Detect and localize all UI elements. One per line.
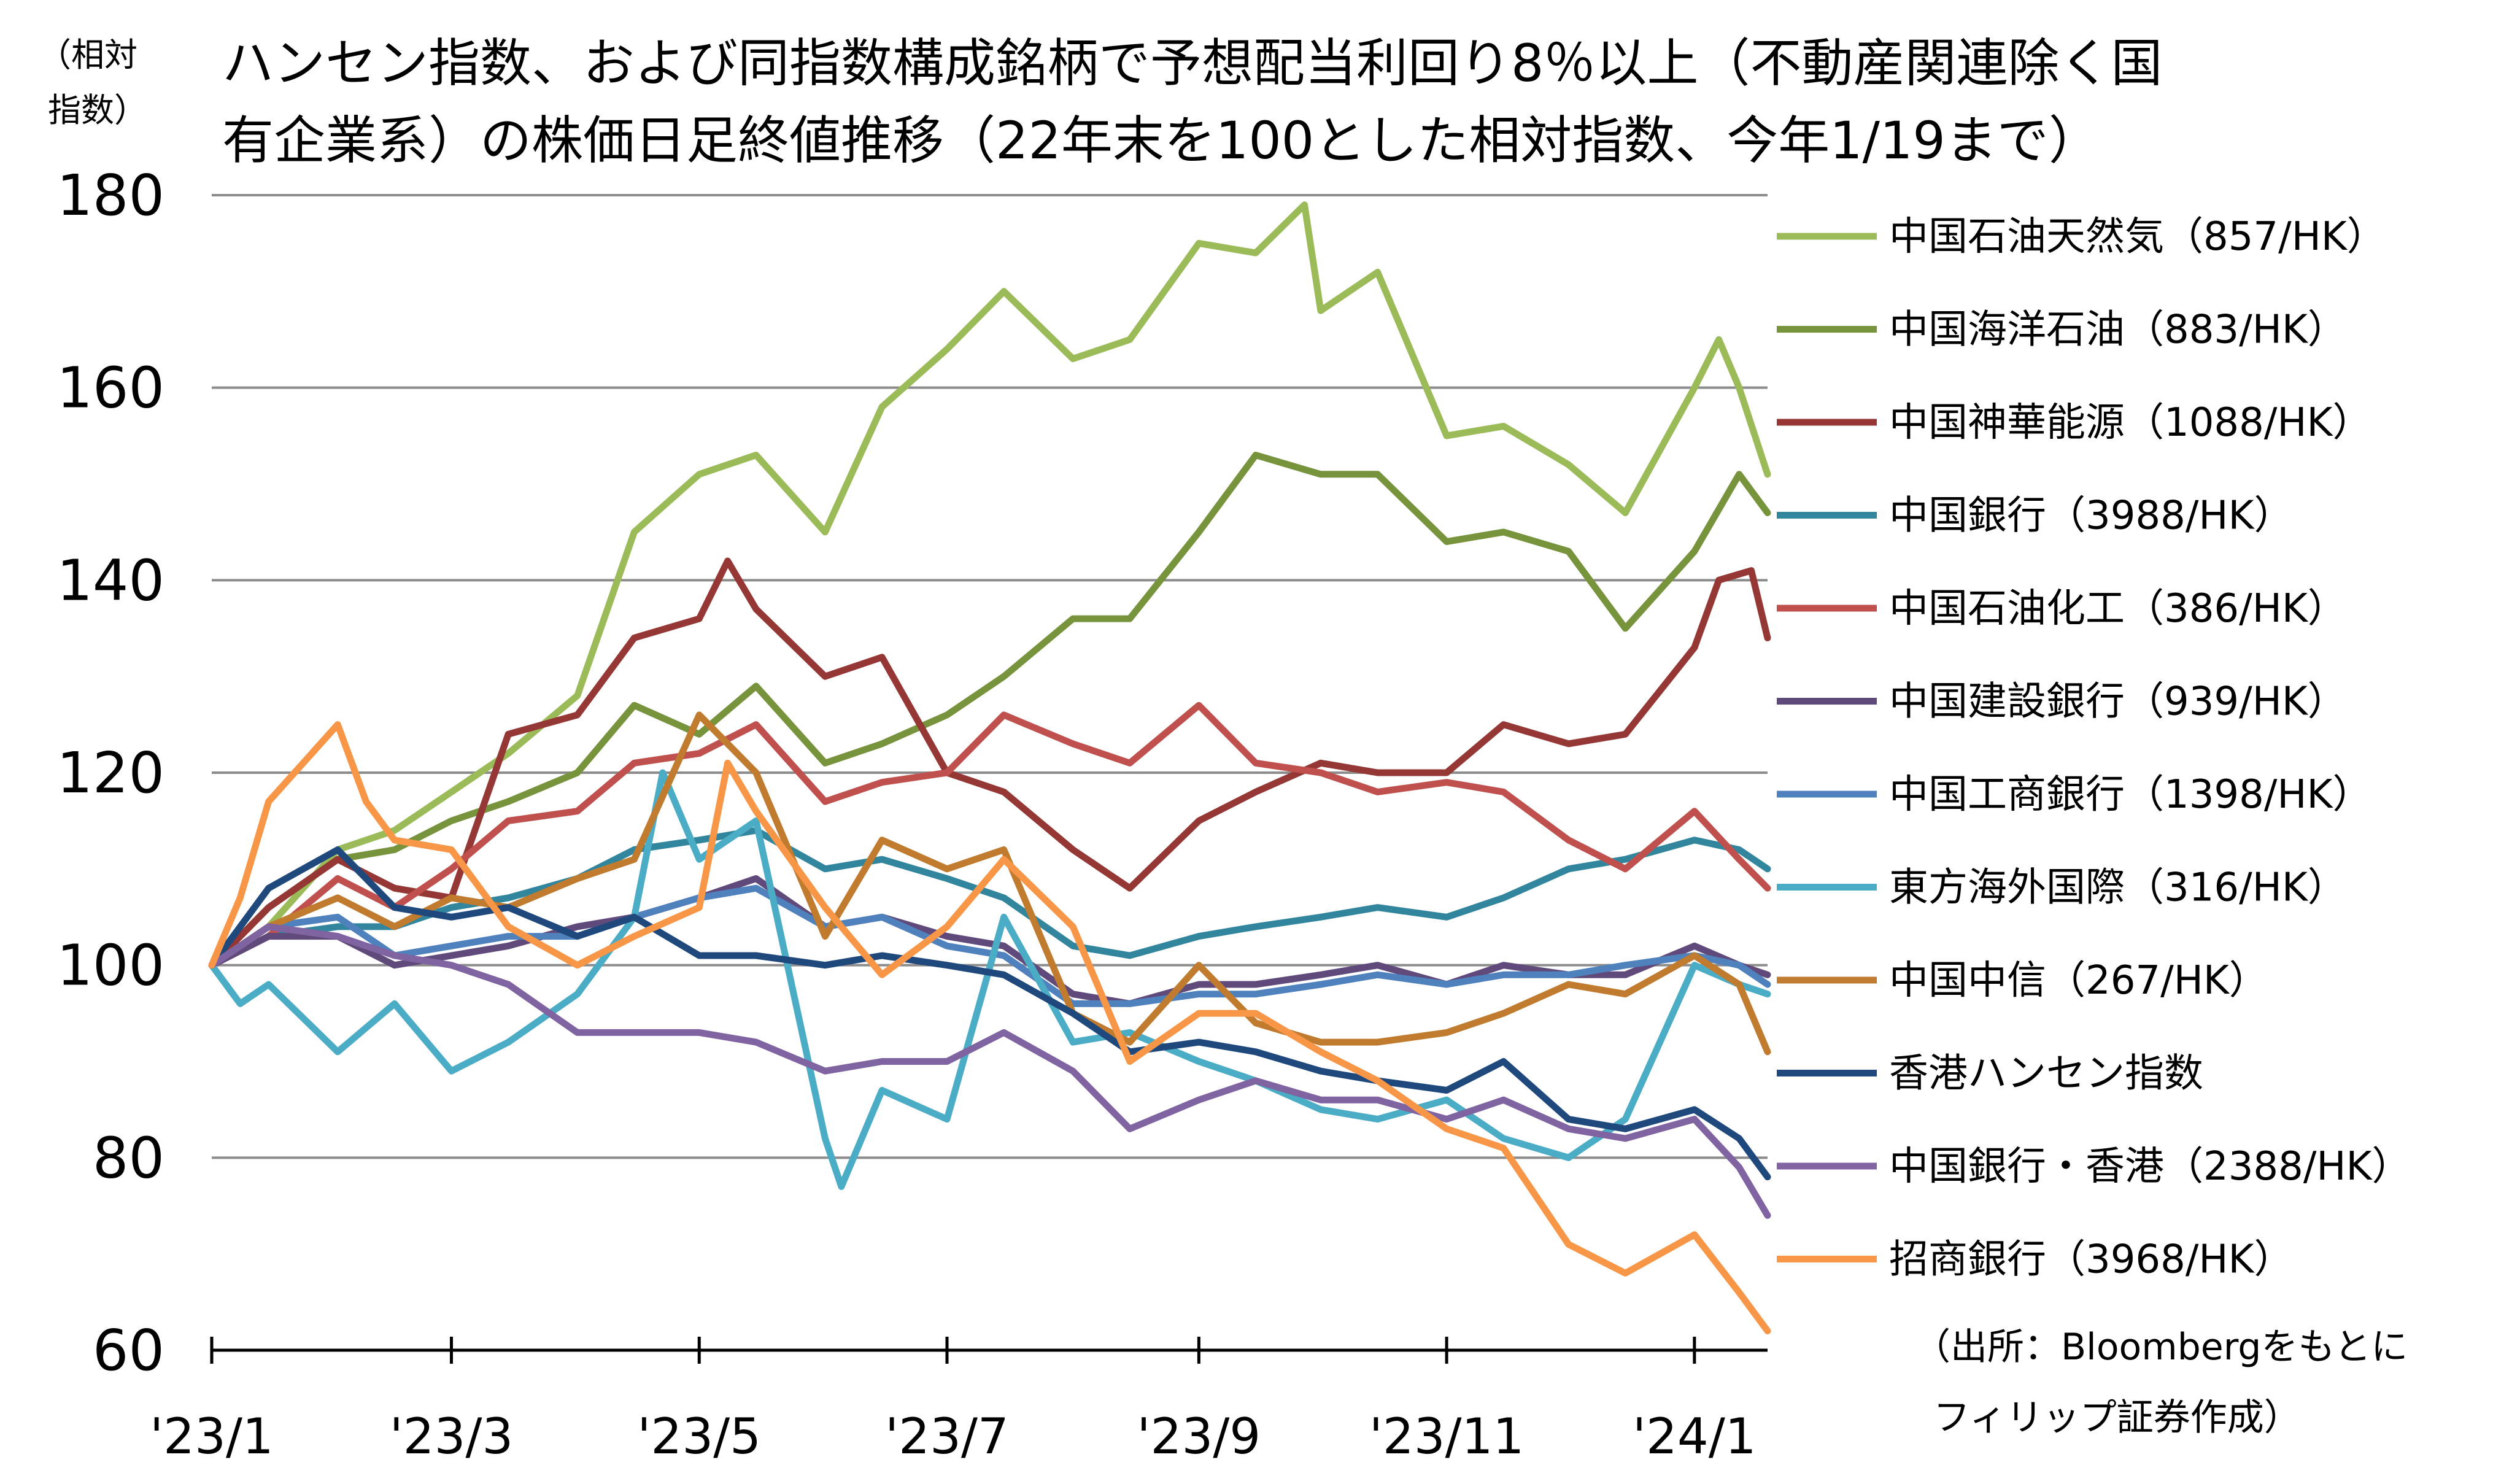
x-tick-label: '23/3 [390, 1408, 514, 1465]
legend-label: 中国工商銀行（1398/HK） [1889, 772, 2372, 817]
legend-label: 中国石油天然気（857/HK） [1889, 214, 2386, 260]
legend-label: 招商銀行（3968/HK） [1889, 1237, 2294, 1283]
chart-title-line-1: ハンセン指数、および同指数構成銘柄で予想配当利回り8％以上（不動産関連除く国 [222, 33, 2162, 93]
y-tick-label: 100 [56, 933, 164, 999]
x-tick-label: '23/11 [1369, 1408, 1525, 1465]
x-axis: '23/1 '23/3 '23/5 '23/7 '23/9 '23/11 '24/1 [150, 1337, 1768, 1465]
legend-label: 中国中信（267/HK） [1889, 958, 2268, 1003]
series-line [208, 711, 1771, 1056]
series-line [208, 923, 1771, 1219]
x-tick-label: '23/5 [637, 1408, 761, 1465]
y-axis-label: （相対 指数） [38, 36, 147, 129]
series-line [208, 884, 1771, 1007]
legend-label: 中国銀行（3988/HK） [1889, 493, 2294, 539]
source-note-line-2: フィリップ証券作成） [1933, 1396, 2301, 1439]
y-axis-ticks: 60 80 100 120 140 160 180 [56, 163, 164, 1383]
x-tick-label: '23/7 [885, 1408, 1009, 1465]
y-axis-label-line-2: 指数） [48, 91, 147, 129]
series-lines [208, 201, 1771, 1335]
y-tick-label: 160 [56, 355, 164, 421]
series-line [208, 557, 1771, 969]
y-tick-label: 140 [56, 547, 164, 613]
chart-title-line-2: 有企業系）の株価日足終値推移（22年末を100とした相対指数、今年1/19まで） [222, 110, 2100, 171]
x-tick-label: '23/1 [150, 1408, 274, 1465]
series-line [208, 201, 1771, 969]
legend: 中国石油天然気（857/HK） 中国海洋石油（883/HK） 中国神華能源（1088… [1777, 214, 2411, 1283]
chart-title: ハンセン指数、および同指数構成銘柄で予想配当利回り8％以上（不動産関連除く国 有… [222, 33, 2162, 171]
source-note-line-1: （出所：Bloombergをもとに [1914, 1326, 2408, 1369]
y-tick-label: 60 [93, 1318, 164, 1383]
legend-label: 中国石油化工（386/HK） [1889, 586, 2347, 632]
legend-label: 香港ハンセン指数 [1889, 1051, 2203, 1097]
x-tick-label: '24/1 [1633, 1408, 1757, 1465]
series-line [208, 721, 1771, 1335]
y-axis-label-line-1: （相対 [38, 36, 137, 74]
series-line [208, 846, 1771, 1181]
y-tick-label: 80 [93, 1125, 164, 1191]
legend-label: 中国銀行・香港（2388/HK） [1889, 1144, 2411, 1189]
legend-label: 中国建設銀行（939/HK） [1889, 679, 2347, 725]
series-line [208, 769, 1771, 1190]
y-tick-label: 120 [56, 740, 164, 806]
source-note: （出所：Bloombergをもとに フィリップ証券作成） [1914, 1326, 2408, 1439]
series-line [208, 452, 1771, 969]
x-tick-label: '23/9 [1137, 1408, 1261, 1465]
series-line [208, 701, 1771, 969]
gridlines [212, 194, 1768, 1159]
y-tick-label: 180 [56, 163, 164, 228]
legend-label: 東方海外国際（316/HK） [1889, 865, 2347, 911]
legend-label: 中国神華能源（1088/HK） [1889, 400, 2372, 446]
legend-label: 中国海洋石油（883/HK） [1889, 307, 2347, 353]
